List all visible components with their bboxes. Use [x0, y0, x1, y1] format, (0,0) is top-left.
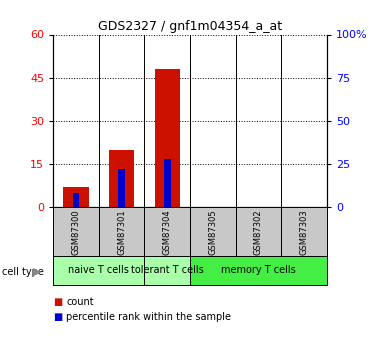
Text: ■: ■ [53, 312, 62, 322]
Bar [190, 207, 236, 257]
Bar [190, 256, 327, 285]
Bar [99, 207, 144, 257]
Text: ■: ■ [53, 297, 62, 307]
Bar [63, 187, 89, 207]
Text: count: count [66, 297, 94, 307]
Text: GSM87305: GSM87305 [208, 209, 217, 255]
Title: GDS2327 / gnf1m04354_a_at: GDS2327 / gnf1m04354_a_at [98, 20, 282, 33]
Text: cell type: cell type [2, 267, 44, 276]
Bar [281, 207, 327, 257]
Bar [53, 256, 144, 285]
Text: percentile rank within the sample: percentile rank within the sample [66, 312, 231, 322]
Text: memory T cells: memory T cells [221, 266, 296, 275]
Text: GSM87302: GSM87302 [254, 209, 263, 255]
Text: GSM87304: GSM87304 [163, 209, 172, 255]
Bar [109, 149, 134, 207]
Bar [144, 256, 190, 285]
Text: ▶: ▶ [33, 267, 41, 276]
Bar [155, 69, 180, 207]
Bar [236, 207, 281, 257]
Bar [144, 207, 190, 257]
Text: GSM87300: GSM87300 [71, 209, 81, 255]
Text: naive T cells: naive T cells [68, 266, 129, 275]
Text: GSM87301: GSM87301 [117, 209, 126, 255]
Bar [73, 193, 79, 207]
Text: tolerant T cells: tolerant T cells [131, 266, 204, 275]
Bar [53, 207, 99, 257]
Bar [118, 169, 125, 207]
Bar [164, 159, 171, 207]
Text: GSM87303: GSM87303 [299, 209, 309, 255]
